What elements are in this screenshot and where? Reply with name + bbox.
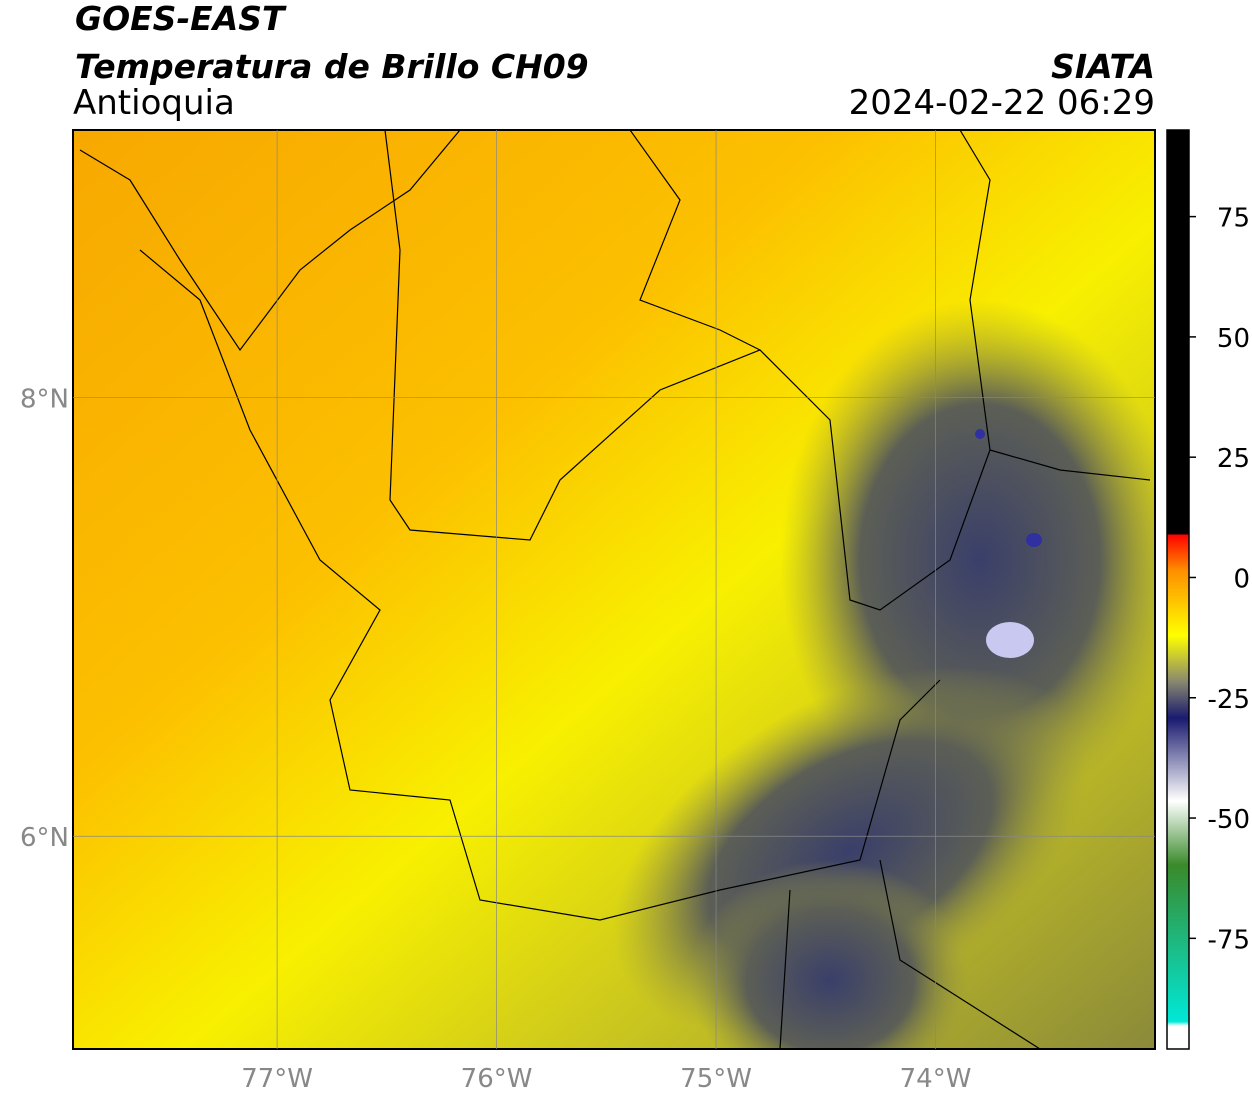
region: Antioquia [73, 83, 235, 123]
colorbar-tick-label: -50 [1208, 805, 1250, 835]
y-tick-label: 8°N [20, 385, 69, 415]
agency: SIATA [1051, 47, 1155, 86]
map-image [73, 130, 1155, 1049]
map-frame [72, 129, 1156, 1050]
colorbar-tick-label: 25 [1217, 444, 1250, 474]
x-tick-label: 77°W [241, 1064, 313, 1094]
x-tick-label: 74°W [900, 1064, 972, 1094]
colorbar-tick-label: 75 [1217, 204, 1250, 234]
x-tick-label: 75°W [680, 1064, 752, 1094]
colorbar-tick-label: 50 [1217, 324, 1250, 354]
colorbar-tick-label: -75 [1208, 925, 1250, 955]
colorbar [1166, 129, 1190, 1050]
timestamp: 2024-02-22 06:29 [849, 83, 1155, 123]
colorbar-tick-label: 0 [1233, 564, 1250, 594]
subtitle: Temperatura de Brillo CH09 [75, 47, 589, 86]
x-tick-label: 76°W [461, 1064, 533, 1094]
colorbar-tick-label: -25 [1208, 685, 1250, 715]
title: GOES-EAST [75, 0, 287, 38]
y-tick-label: 6°N [20, 823, 69, 853]
